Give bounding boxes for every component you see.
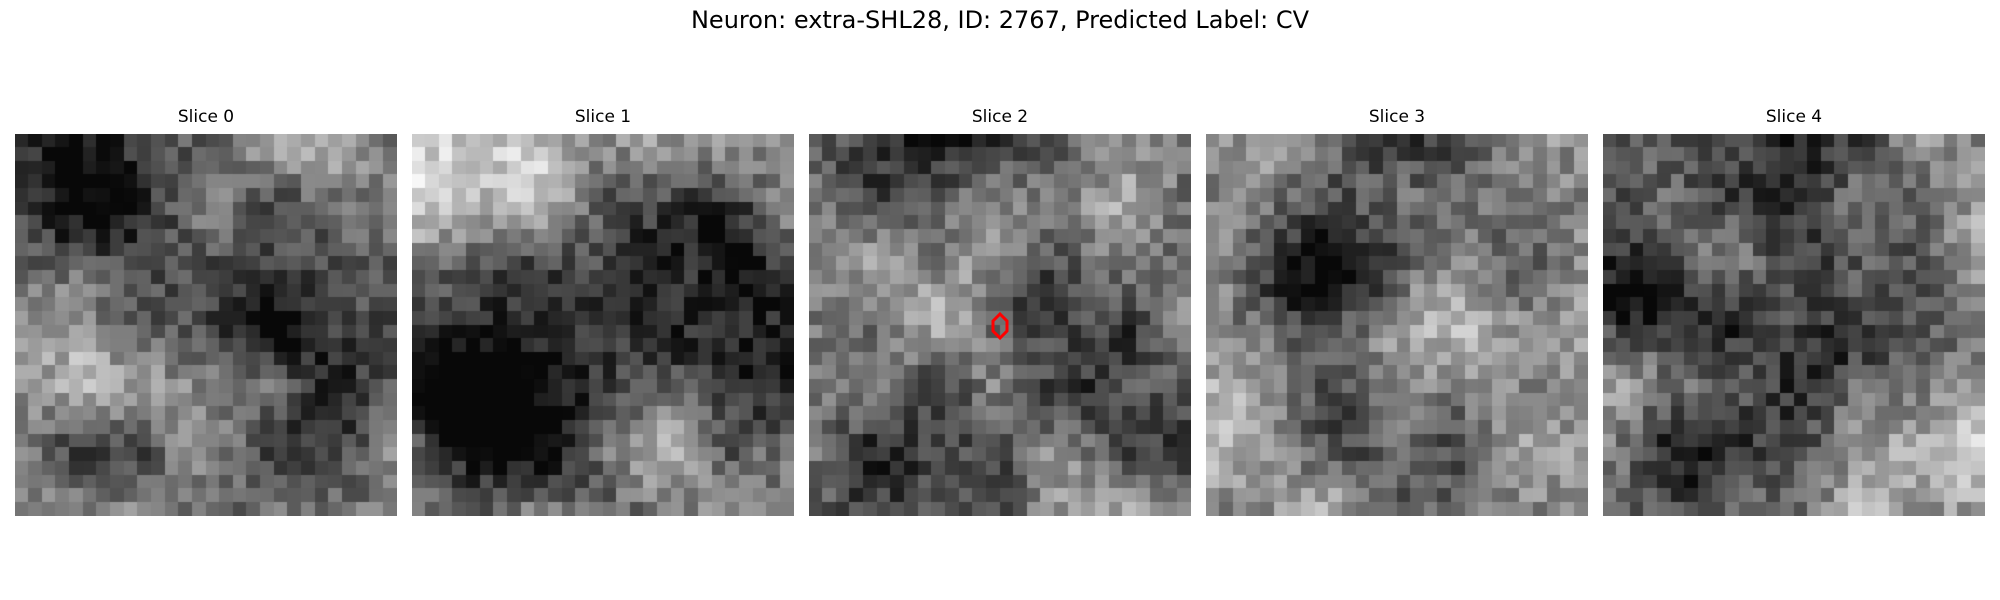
slice-image — [809, 134, 1191, 516]
slice-title: Slice 3 — [1368, 107, 1426, 127]
slice-title: Slice 2 — [971, 107, 1029, 127]
slice-title: Slice 1 — [574, 107, 632, 127]
slice-image — [15, 134, 397, 516]
slice-image — [412, 134, 794, 516]
slice-title: Slice 0 — [177, 107, 235, 127]
slice-image — [1206, 134, 1588, 516]
location-marker — [991, 311, 1009, 341]
figure-title: Neuron: extra-SHL28, ID: 2767, Predicted… — [690, 6, 1310, 34]
slice-image — [1603, 134, 1985, 516]
hexagon-marker-icon — [991, 311, 1009, 341]
slice-title: Slice 4 — [1765, 107, 1823, 127]
